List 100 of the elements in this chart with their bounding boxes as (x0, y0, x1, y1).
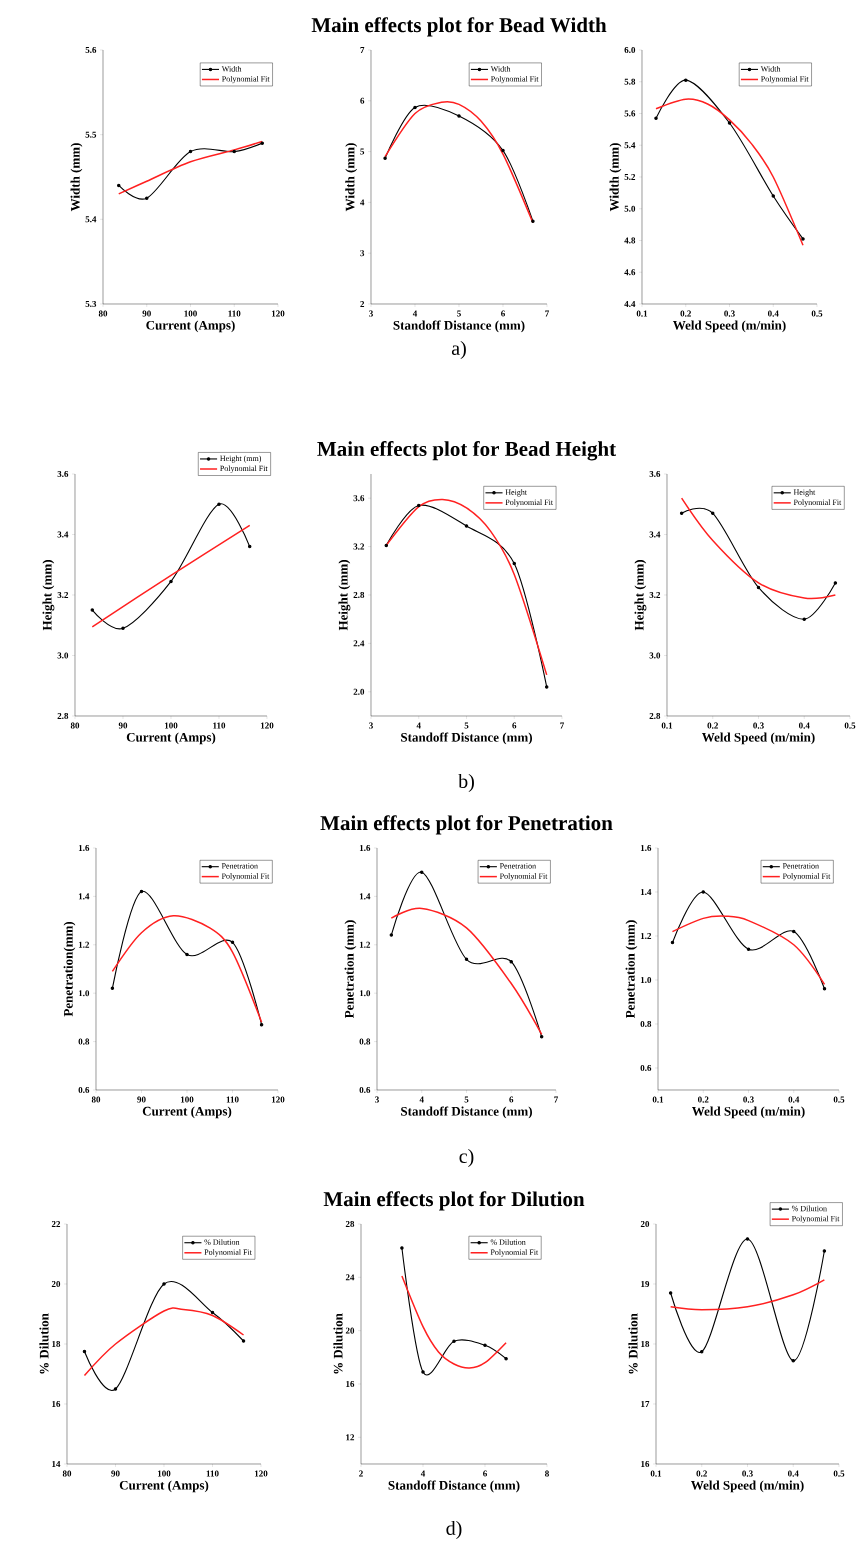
point (383, 156, 387, 160)
point (483, 1343, 487, 1348)
y-tick-label: 18 (52, 1340, 61, 1348)
y-tick-label: 5.8 (624, 78, 636, 85)
point (457, 114, 461, 118)
y-tick-label: 6.0 (624, 46, 636, 54)
x-tick-label: 0.2 (697, 1096, 709, 1103)
point (82, 1349, 87, 1354)
y-tick-label: 0.6 (640, 1064, 652, 1072)
legend-label: Polynomial Fit (221, 873, 270, 881)
x-axis-title: Weld Speed (m/min) (701, 732, 815, 745)
point (247, 544, 252, 549)
legend-label: Width (490, 65, 511, 72)
x-axis-title: Weld Speed (m/min) (690, 1480, 804, 1493)
y-tick-label: 5.2 (624, 173, 636, 181)
x-tick-label: 7 (554, 1096, 559, 1103)
point (232, 149, 236, 154)
point (230, 940, 235, 945)
y-tick-label: 4.8 (624, 237, 636, 244)
y-tick-label: 28 (345, 1220, 355, 1228)
x-tick-label: 110 (206, 1470, 219, 1477)
point (668, 1291, 673, 1295)
point (117, 183, 121, 188)
y-axis-title: Height (mm) (338, 560, 351, 631)
point (679, 511, 684, 516)
legend-label: Width (221, 65, 242, 72)
y-tick-label: 7 (360, 47, 365, 53)
legend-label: Polynomial Fit (761, 75, 809, 84)
chart-title: Main effects plot for Penetration (320, 815, 613, 835)
x-tick-label: 4 (412, 310, 418, 317)
y-axis-title: Penetration (mm) (344, 920, 357, 1019)
y-tick-label: 16 (52, 1400, 61, 1408)
x-tick-label: 80 (98, 310, 108, 317)
x-tick-label: 6 (509, 1096, 514, 1103)
line-series (401, 1275, 507, 1369)
x-tick-label: 0.3 (742, 1470, 753, 1477)
x-axis-title: Standoff Distance (mm) (401, 732, 532, 745)
x-tick-label: 7 (560, 722, 565, 729)
legend-label: Polynomial Fit (499, 873, 548, 881)
y-tick-label: 5.5 (85, 131, 97, 138)
legend-label: Width (760, 65, 781, 72)
y-tick-label: 4.4 (624, 300, 636, 308)
chart-title: Main effects plot for Dilution (323, 1191, 585, 1211)
x-tick-label: 100 (164, 722, 178, 729)
x-tick-label: 0.5 (844, 722, 856, 729)
point (217, 502, 221, 506)
y-tick-label: 6 (360, 97, 365, 104)
legend-label: Penetration (499, 863, 536, 869)
y-tick-label: 1.2 (78, 941, 90, 948)
chart-title: Main effects plot for Bead Width (311, 17, 607, 37)
y-tick-label: 1.6 (640, 844, 652, 852)
text: b) (458, 773, 474, 793)
y-tick-label: 1.4 (78, 893, 90, 900)
x-tick-label: 7 (545, 310, 550, 317)
y-tick-label: 0.8 (359, 1038, 371, 1045)
x-tick-label: 90 (118, 722, 128, 729)
y-axis-title: % Dilution (628, 1313, 638, 1374)
x-tick-label: 100 (157, 1470, 171, 1477)
line-series (83, 1307, 245, 1377)
legend-label: Polynomial Fit (220, 465, 268, 473)
x-tick-label: 5 (457, 310, 461, 317)
y-tick-label: 3.4 (57, 531, 69, 538)
y-tick-label: 0.8 (640, 1020, 652, 1028)
point (531, 219, 535, 223)
x-tick-label: 0.4 (767, 310, 779, 317)
x-tick-label: 0.3 (743, 1096, 754, 1103)
legend-label: Polynomial Fit (222, 75, 270, 84)
x-tick-label: 80 (70, 722, 80, 729)
point (420, 870, 424, 874)
point (670, 940, 675, 945)
x-axis-title: Current (Amps) (146, 320, 235, 333)
x-tick-label: 0.1 (636, 310, 648, 317)
y-tick-label: 3.2 (649, 591, 661, 599)
x-tick-label: 0.5 (833, 1096, 845, 1103)
x-axis-title: Standoff Distance (mm) (393, 320, 525, 333)
x-axis-title: Weld Speed (m/min) (691, 1106, 805, 1119)
y-tick-label: 3.6 (353, 495, 365, 502)
legend-label: % Dilution (204, 1239, 240, 1245)
legend-label: Polynomial Fit (505, 499, 554, 507)
line-series (655, 98, 804, 247)
point (241, 1339, 246, 1343)
y-tick-label: 1.2 (359, 941, 371, 948)
legend-label: % Dilution (490, 1239, 526, 1245)
y-axis-title: Width (mm) (70, 143, 83, 212)
point (90, 608, 95, 612)
x-tick-label: 80 (91, 1096, 101, 1103)
x-tick-label: 5 (464, 722, 469, 729)
y-tick-label: 3.6 (57, 470, 69, 478)
y-tick-label: 3.4 (649, 531, 661, 538)
x-tick-label: 0.5 (811, 310, 823, 317)
y-tick-label: 2.4 (353, 640, 365, 647)
y-tick-label: 5.4 (85, 216, 97, 223)
y-axis-title: Height (mm) (634, 560, 647, 631)
y-axis-title: Penetration(mm) (63, 921, 76, 1017)
point (756, 585, 761, 590)
point (701, 890, 705, 894)
legend-label: Penetration (782, 863, 819, 869)
x-tick-label: 5 (464, 1096, 469, 1103)
text: a) (451, 340, 466, 360)
y-tick-label: 24 (345, 1274, 355, 1281)
